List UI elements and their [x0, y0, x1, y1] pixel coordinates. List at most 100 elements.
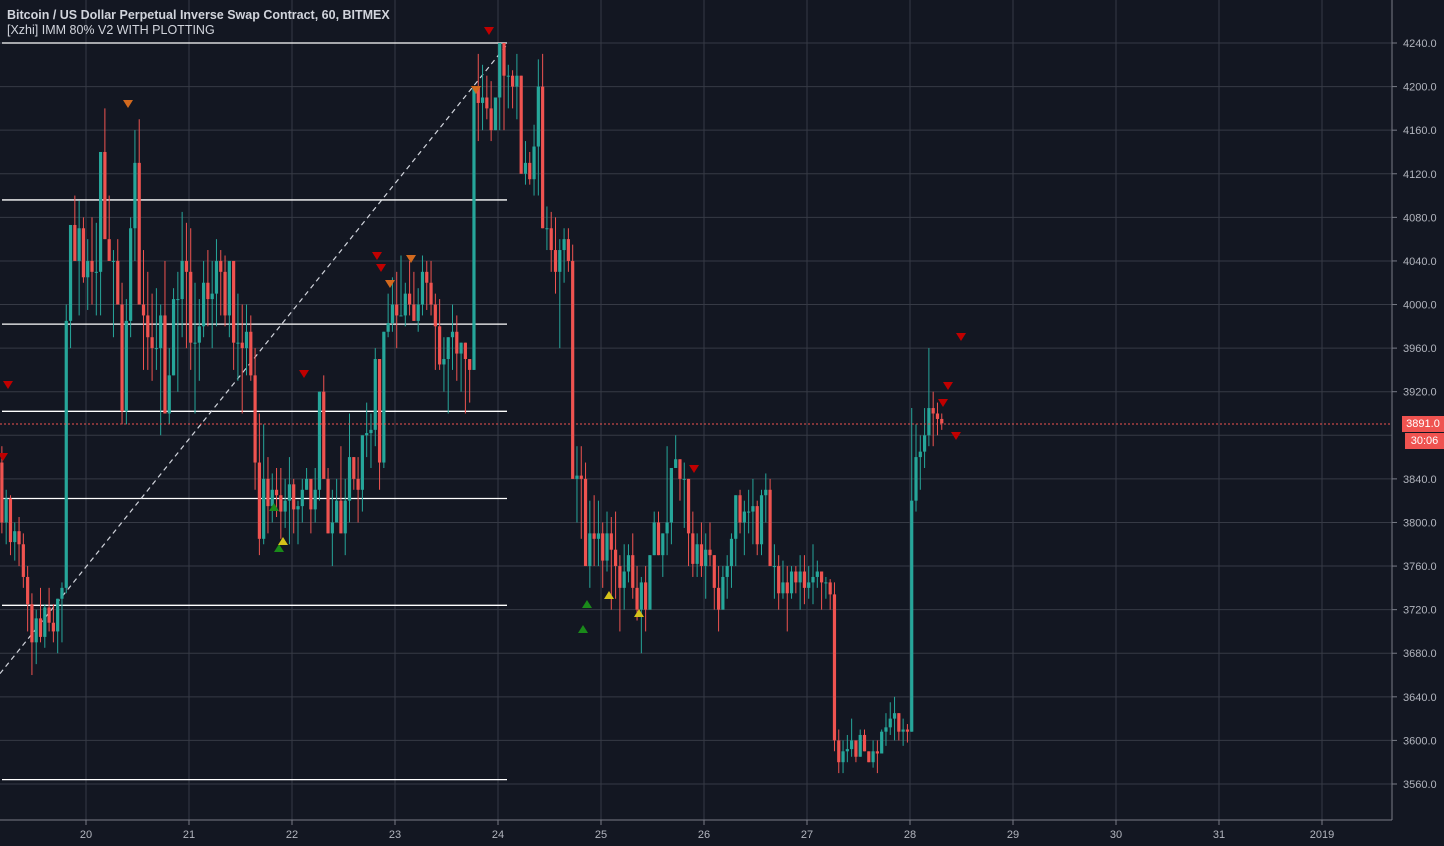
candle-body — [373, 359, 377, 430]
candle-body — [781, 582, 785, 594]
candle-body — [755, 506, 759, 545]
price-tick-label: 3600.0 — [1403, 735, 1437, 747]
price-tick-label: 3680.0 — [1403, 648, 1437, 660]
candle-body — [759, 495, 764, 545]
candle-body — [352, 457, 356, 479]
buy-signal-icon — [604, 591, 614, 599]
candle-body — [510, 75, 515, 87]
price-axis[interactable]: 4240.0 4200.0 4160.0 4120.0 4080.0 4040.0 4000… — [1392, 38, 1437, 791]
candle-body — [150, 337, 154, 349]
candle-body — [17, 531, 21, 545]
candle-body — [184, 260, 189, 272]
candle-body — [111, 260, 116, 262]
candle-body — [446, 337, 450, 360]
candle-body — [425, 271, 429, 283]
time-tick-label: 24 — [492, 829, 504, 841]
candle-body — [240, 342, 244, 349]
candle-body — [892, 713, 897, 719]
candle-body — [438, 326, 442, 365]
candle-body — [129, 228, 133, 321]
trendline[interactable] — [0, 42, 509, 695]
candle-body — [442, 359, 446, 365]
candle-body — [38, 618, 43, 637]
candle-body — [167, 375, 171, 414]
candle-body — [824, 582, 828, 584]
time-tick-label: 2019 — [1310, 829, 1334, 841]
candle-body — [819, 571, 824, 583]
candle-body — [34, 618, 38, 643]
candle-body — [807, 582, 811, 588]
candle-body — [296, 506, 300, 510]
indicator-title[interactable]: [Xzhi] IMM 80% V2 WITH PLOTTING — [7, 23, 215, 37]
candle-body — [244, 331, 249, 349]
candle-body — [845, 749, 849, 752]
candle-body — [922, 435, 927, 452]
time-tick-label: 26 — [698, 829, 710, 841]
candle-body — [579, 475, 583, 479]
symbol-title[interactable]: Bitcoin / US Dollar Perpetual Inverse Sw… — [7, 8, 390, 22]
time-tick-label: 22 — [286, 829, 298, 841]
candle-body — [798, 571, 802, 583]
candle-body — [716, 587, 721, 610]
candle-body — [777, 566, 781, 594]
candle-body — [60, 587, 64, 599]
sell-signal-icon — [406, 255, 416, 263]
candle-body — [489, 108, 493, 131]
candle-body — [214, 260, 219, 294]
candle-body — [738, 495, 742, 523]
candle-body — [287, 484, 292, 501]
last-price-tag: 3891.0 — [1402, 416, 1444, 432]
candle-body — [815, 571, 819, 577]
candle-body — [326, 478, 330, 534]
candle-body — [377, 359, 382, 463]
candle-body — [712, 555, 716, 588]
candle-body — [832, 594, 837, 741]
time-tick-label: 27 — [801, 829, 813, 841]
candle-body — [347, 457, 352, 501]
candle-body — [163, 315, 167, 414]
candle-body — [613, 549, 618, 567]
candle-body — [120, 304, 124, 412]
candle-body — [747, 511, 751, 513]
price-tick-label: 4240.0 — [1403, 38, 1437, 50]
candle-body — [26, 576, 30, 605]
time-tick-label: 23 — [389, 829, 401, 841]
candle-body — [283, 500, 287, 512]
candle-body — [768, 489, 772, 567]
candle-body — [811, 576, 815, 583]
sell-signal-icon — [3, 381, 13, 389]
candle-body — [549, 228, 553, 251]
candle-body — [356, 478, 360, 490]
candle-body — [523, 162, 528, 174]
candle-body — [146, 315, 150, 338]
candle-body — [566, 239, 570, 261]
horizontal-levels — [2, 42, 507, 781]
candle-body — [274, 489, 279, 496]
price-tick-label: 4160.0 — [1403, 125, 1437, 137]
time-axis[interactable]: 20 21 22 23 24 25 26 27 28 29 30 31 2019 — [80, 820, 1334, 841]
candle-body — [506, 75, 510, 77]
buy-signal-icon — [269, 503, 279, 511]
candle-body — [8, 498, 13, 543]
candle-body — [562, 239, 566, 251]
candle-body — [176, 299, 180, 301]
candle-body — [236, 342, 240, 344]
candle-body — [365, 433, 369, 436]
candle-body — [73, 224, 77, 261]
candle-body — [107, 239, 111, 261]
candle-body — [86, 260, 90, 278]
candle-body — [292, 484, 296, 510]
buy-signal-icon — [578, 625, 588, 633]
candle-body — [262, 478, 266, 539]
trendline-dashed[interactable] — [0, 42, 509, 695]
candle-body — [369, 429, 373, 434]
candle-body — [841, 751, 845, 763]
candle-body — [47, 607, 51, 623]
candle-body — [77, 228, 81, 261]
candle-body — [918, 451, 922, 458]
candle-body — [51, 622, 55, 632]
candle-body — [618, 566, 622, 588]
buy-signal-icon — [274, 544, 284, 552]
